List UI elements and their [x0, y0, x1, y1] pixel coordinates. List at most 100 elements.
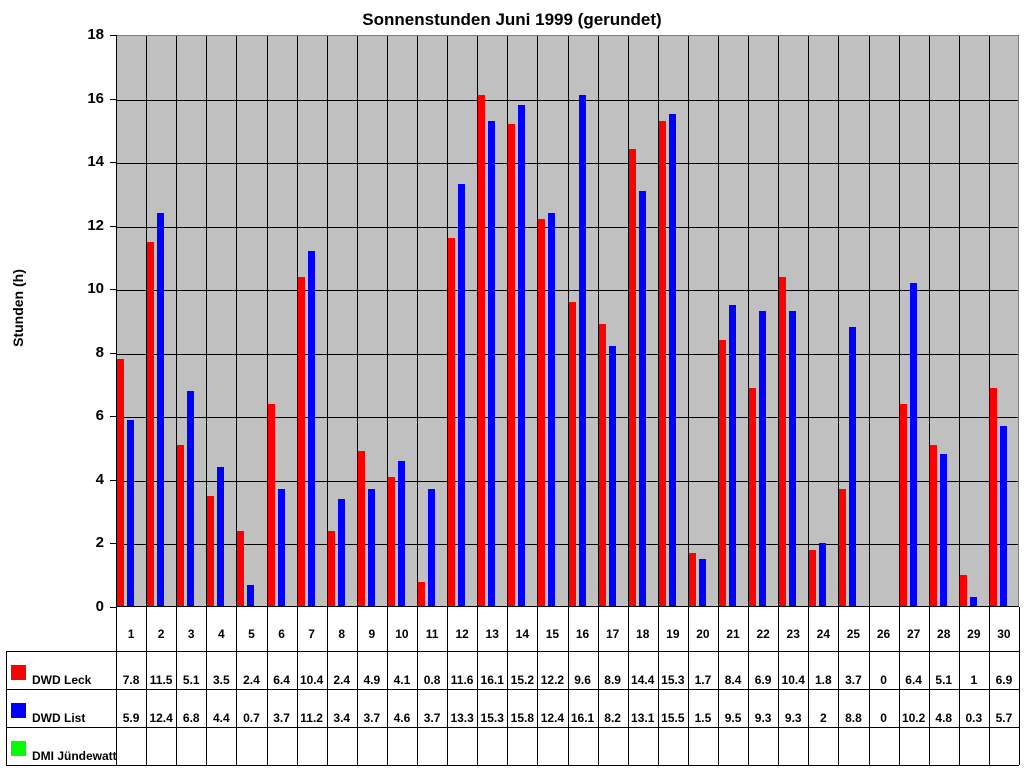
table-header-day: 28	[937, 627, 951, 641]
gridline-horizontal	[116, 226, 1018, 228]
table-cell-value: 9.5	[724, 711, 742, 725]
gridline-vertical	[718, 36, 719, 607]
table-cell-value: 6.9	[995, 673, 1013, 687]
table-border	[567, 607, 569, 765]
gridline-vertical	[838, 36, 840, 607]
table-cell-value: 12.2	[540, 673, 565, 687]
bar-dwd-leck-day-22	[749, 387, 757, 607]
table-cell-value: 2.4	[333, 673, 351, 687]
table-cell-value: 7.8	[122, 673, 140, 687]
bar-dwd-list-day-14	[518, 104, 526, 607]
table-header-day: 30	[997, 627, 1011, 641]
table-header-day: 21	[726, 627, 740, 641]
bar-dwd-list-day-16	[578, 95, 586, 607]
table-cell-value: 1.7	[694, 673, 712, 687]
table-cell-value: 16.1	[480, 673, 504, 687]
table-cell-value: 10.4	[299, 673, 324, 687]
table-cell-value: 4.8	[935, 711, 953, 725]
table-cell-value: 10.2	[901, 711, 926, 725]
table-border	[477, 607, 479, 765]
table-border	[868, 607, 870, 765]
table-cell-value: 1	[970, 673, 978, 687]
gridline-vertical	[477, 36, 479, 607]
gridline-vertical	[206, 36, 208, 607]
table-header-day: 24	[816, 627, 831, 641]
bar-dwd-leck-day-3	[177, 444, 185, 607]
bar-dwd-leck-day-7	[297, 276, 305, 607]
bar-dwd-list-day-13	[488, 120, 496, 607]
bar-dwd-leck-day-18	[628, 149, 636, 607]
bar-dwd-leck-day-21	[719, 340, 726, 607]
table-header-day: 5	[248, 627, 255, 641]
gridline-vertical	[146, 36, 148, 607]
gridline-vertical	[748, 36, 750, 607]
table-cell-value: 0	[880, 711, 887, 725]
bar-dwd-list-day-15	[548, 212, 556, 607]
table-border	[1019, 607, 1020, 765]
table-border	[657, 607, 659, 765]
bar-dwd-leck-day-16	[568, 301, 576, 607]
table-border	[507, 607, 509, 765]
table-cell-value: 3.7	[423, 711, 441, 725]
legend-swatch-dmi-j-ndewatt	[11, 741, 26, 756]
y-tick-label: 2	[95, 534, 104, 552]
bar-dwd-list-day-2	[157, 212, 165, 607]
gridline-vertical	[236, 36, 238, 607]
table-border	[206, 607, 208, 765]
bar-dwd-list-day-20	[698, 559, 706, 607]
table-cell-value: 10.4	[781, 673, 805, 687]
plot-area	[116, 35, 1019, 607]
table-cell-value: 13.3	[450, 711, 474, 725]
table-border	[356, 607, 358, 765]
bar-dwd-leck-day-24	[809, 549, 817, 607]
bar-dwd-list-day-21	[729, 305, 736, 607]
bar-dwd-list-day-5	[247, 584, 255, 607]
bar-dwd-leck-day-15	[538, 219, 546, 607]
gridline-horizontal	[116, 544, 1018, 546]
bar-dwd-leck-day-2	[147, 241, 155, 607]
table-cell-value: 4.1	[393, 673, 411, 687]
table-cell-value: 15.3	[480, 711, 504, 725]
bar-dwd-leck-day-13	[478, 95, 486, 607]
table-border	[778, 607, 780, 765]
table-cell-value: 8.8	[845, 711, 862, 725]
bar-dwd-leck-day-4	[207, 495, 215, 607]
bar-dwd-list-day-8	[337, 498, 345, 607]
y-tick-label: 4	[95, 470, 104, 488]
bar-dwd-list-day-17	[608, 346, 616, 607]
table-header-day: 15	[545, 627, 560, 641]
gridline-vertical	[898, 36, 900, 607]
y-tick-label: 0	[95, 598, 104, 615]
bar-dwd-list-day-7	[307, 251, 315, 607]
gridline-vertical	[988, 36, 990, 607]
table-border	[417, 607, 418, 765]
y-tick-label: 14	[87, 153, 104, 171]
table-border	[748, 607, 750, 765]
gridline-vertical	[928, 36, 930, 607]
table-header-day: 27	[906, 627, 921, 641]
table-border	[146, 607, 148, 765]
table-cell-value: 0	[880, 673, 887, 687]
table-cell-value: 5.9	[122, 711, 140, 725]
bar-dwd-list-day-18	[638, 190, 646, 607]
table-border	[597, 607, 599, 765]
table-border	[958, 607, 960, 765]
table-border	[326, 607, 328, 765]
table-header-day: 4	[218, 627, 225, 641]
table-header-day: 18	[636, 627, 650, 641]
bar-dwd-list-day-10	[397, 460, 405, 607]
table-border	[176, 607, 178, 765]
table-header-day: 26	[876, 627, 891, 641]
table-cell-value: 0.8	[423, 673, 441, 687]
bar-dwd-list-day-1	[127, 419, 134, 607]
gridline-vertical	[597, 36, 599, 607]
table-cell-value: 6.8	[182, 711, 200, 725]
gridline-vertical	[537, 36, 539, 607]
y-tick-label: 16	[87, 89, 104, 107]
table-border	[6, 765, 1019, 766]
table-border	[6, 727, 1019, 728]
bar-dwd-leck-day-28	[929, 444, 937, 607]
gridline-vertical	[266, 36, 268, 607]
y-tick-mark	[110, 289, 116, 291]
y-tick-label: 12	[87, 216, 104, 234]
